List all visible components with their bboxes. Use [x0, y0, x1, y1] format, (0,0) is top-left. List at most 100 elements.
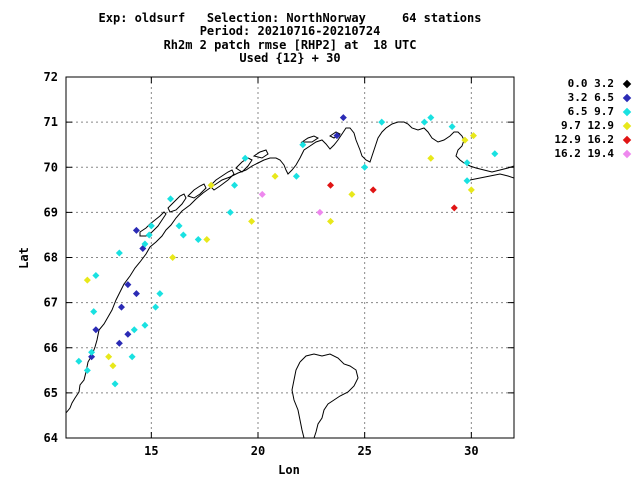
y-tick-label: 65 [44, 386, 58, 400]
station-point [241, 154, 249, 162]
station-point [420, 118, 428, 126]
title-variable-line: Rh2m 2 patch rmse [RHP2] at 18 UTC [163, 38, 417, 52]
station-point [361, 163, 369, 171]
station-point [491, 150, 499, 158]
station-point [463, 159, 471, 167]
legend-label: 16.2 19.4 [554, 147, 614, 160]
station-point [427, 154, 435, 162]
station-point [348, 190, 356, 198]
station-point [105, 353, 113, 361]
legend-label: 3.2 6.5 [567, 91, 614, 104]
legend-label: 6.5 9.7 [567, 105, 614, 118]
station-point [369, 186, 377, 194]
station-point [169, 254, 177, 261]
station-point [231, 181, 239, 189]
legend-diamond-icon [622, 121, 632, 131]
station-point [258, 190, 266, 198]
station-point [292, 172, 300, 180]
station-point [147, 222, 155, 230]
title-used-line: Used {12} + 30 [239, 51, 341, 65]
station-point [327, 217, 335, 225]
y-tick-label: 64 [44, 431, 58, 445]
y-axis-label: Lat [17, 247, 31, 269]
station-point [179, 231, 187, 239]
legend-entry: 9.7 12.9 [520, 119, 632, 133]
legend-label: 0.0 3.2 [567, 77, 614, 90]
station-point [333, 132, 341, 140]
station-point [117, 303, 125, 311]
legend-entry: 0.0 3.2 [520, 77, 632, 91]
legend-label: 12.9 16.2 [554, 133, 614, 146]
station-point [226, 208, 234, 216]
coastline [66, 121, 514, 438]
legend-entry: 6.5 9.7 [520, 105, 632, 119]
legend-diamond-icon [622, 107, 632, 117]
title-experiment-line: Exp: oldsurf Selection: NorthNorway 64 s… [98, 11, 482, 25]
station-point [316, 208, 324, 216]
x-tick-label: 25 [357, 444, 371, 458]
station-point [378, 118, 386, 126]
station-point [145, 231, 153, 239]
x-tick-label: 20 [251, 444, 265, 458]
station-point [461, 136, 469, 144]
x-tick-label: 15 [144, 444, 158, 458]
legend-entry: 12.9 16.2 [520, 133, 632, 147]
station-point [327, 181, 335, 189]
station-point [448, 123, 456, 131]
station-point [115, 339, 123, 347]
station-point [130, 326, 138, 334]
station-point [203, 235, 211, 243]
legend-diamond-icon [622, 149, 632, 159]
title-period-line: Period: 20210716-20210724 [199, 24, 381, 38]
legend-diamond-icon [622, 79, 632, 89]
legend-entry: 3.2 6.5 [520, 91, 632, 105]
y-tick-label: 67 [44, 296, 58, 310]
station-point [450, 204, 458, 212]
station-points [75, 114, 499, 388]
station-point [141, 321, 149, 329]
station-point [175, 222, 183, 230]
station-point [111, 380, 119, 388]
station-point [75, 357, 83, 365]
station-point [339, 114, 347, 122]
station-point [90, 308, 98, 316]
axes: 15 20 25 30 64 65 66 67 68 69 70 71 72 [44, 70, 515, 458]
y-tick-label: 68 [44, 251, 58, 265]
station-point [128, 353, 136, 361]
station-point [427, 114, 435, 122]
legend-diamond-icon [622, 135, 632, 145]
station-point [194, 235, 202, 243]
y-tick-label: 69 [44, 205, 58, 219]
station-point [469, 132, 477, 140]
station-point [299, 141, 307, 149]
station-point [88, 353, 96, 361]
x-tick-label: 30 [464, 444, 478, 458]
station-point [167, 195, 175, 203]
station-point [207, 181, 215, 189]
station-point [92, 326, 100, 334]
station-point [463, 177, 471, 185]
station-point [115, 249, 123, 257]
station-point [156, 290, 164, 298]
plot-frame [65, 76, 515, 439]
station-point [467, 186, 475, 194]
station-point [141, 240, 149, 248]
station-point [248, 217, 256, 225]
station-point [124, 330, 132, 338]
x-axis-label: Lon [278, 463, 300, 477]
station-point [132, 290, 140, 298]
legend-entry: 16.2 19.4 [520, 147, 632, 161]
legend-diamond-icon [622, 93, 632, 103]
station-point [132, 226, 140, 234]
y-tick-label: 66 [44, 341, 58, 355]
station-point [83, 276, 91, 284]
legend-label: 9.7 12.9 [561, 119, 614, 132]
station-point [83, 366, 91, 374]
station-point [152, 303, 160, 311]
station-point [124, 281, 132, 289]
station-point [109, 362, 117, 370]
station-point [92, 272, 100, 280]
grid-lines [66, 77, 514, 438]
y-tick-label: 71 [44, 115, 58, 129]
